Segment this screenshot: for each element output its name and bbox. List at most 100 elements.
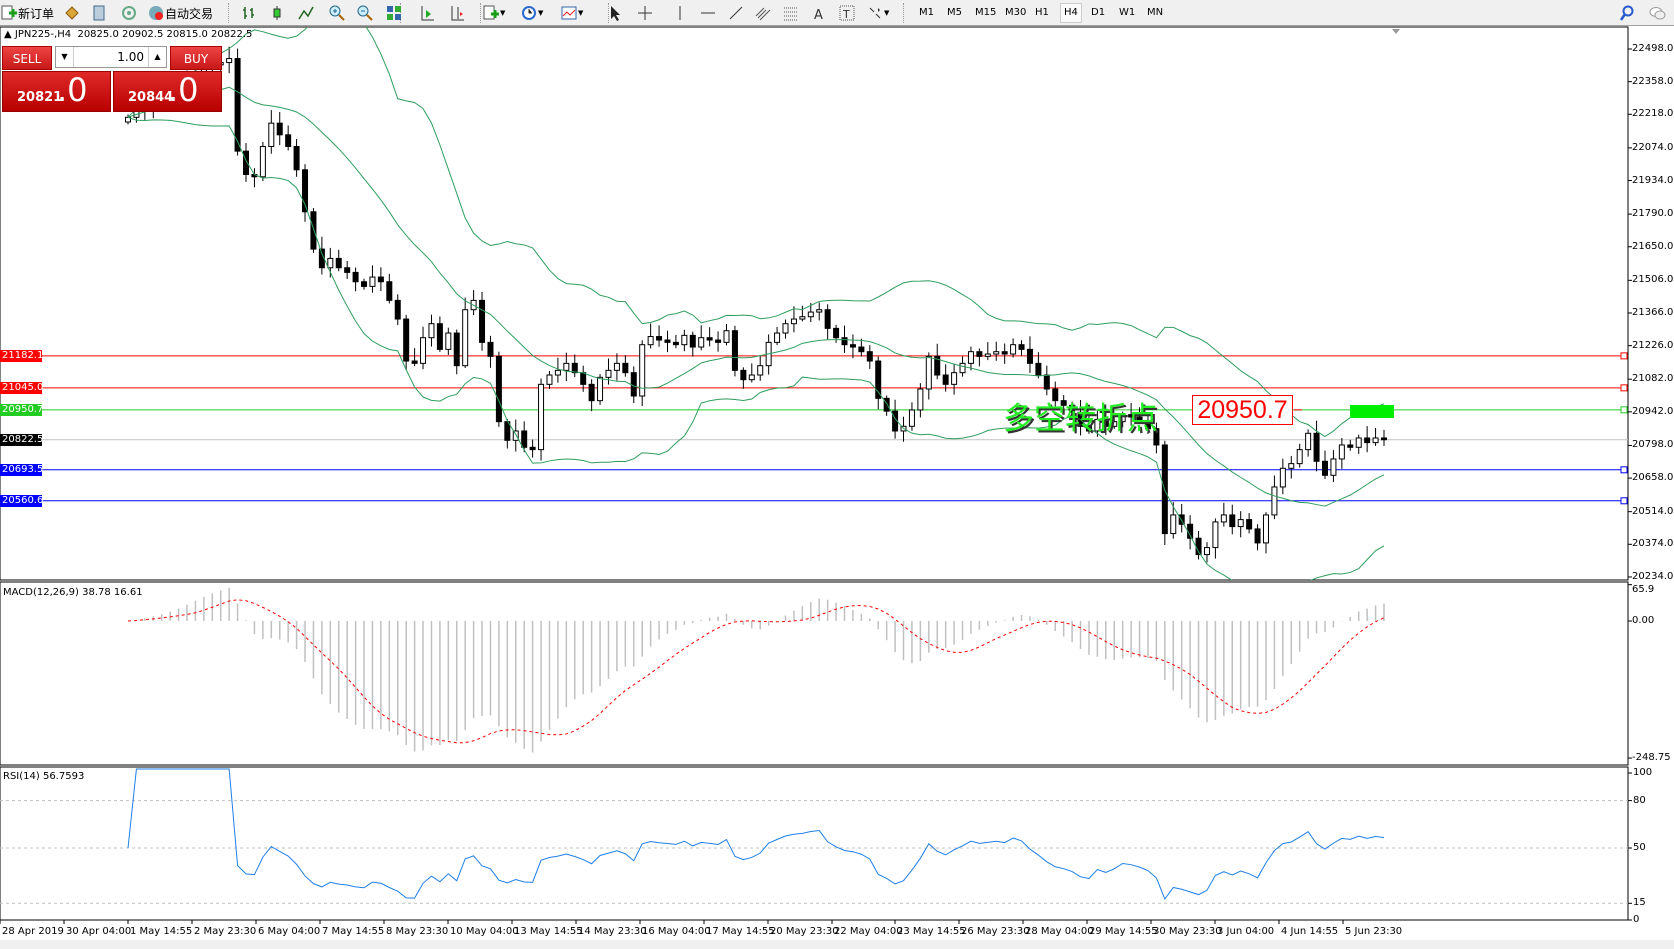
candle bbox=[462, 309, 469, 367]
candle bbox=[681, 334, 688, 346]
indicators-icon[interactable]: ▼ bbox=[482, 3, 505, 23]
candle bbox=[546, 374, 553, 385]
macd-axis-label: -248.75 bbox=[1632, 752, 1671, 764]
templates-icon[interactable]: ▼ bbox=[560, 3, 583, 23]
rsi-axis-label: 50 bbox=[1633, 842, 1646, 853]
bar-chart-icon[interactable] bbox=[240, 3, 258, 23]
periods-icon[interactable]: ▼ bbox=[520, 3, 543, 23]
candle bbox=[1330, 458, 1337, 476]
price-axis-label: 21366.0 bbox=[1632, 306, 1674, 318]
navigator-icon[interactable] bbox=[90, 3, 108, 23]
new-order-button[interactable]: 新订单 bbox=[0, 3, 54, 23]
horizontal-line-icon[interactable] bbox=[699, 3, 717, 23]
auto-scroll-icon[interactable] bbox=[418, 3, 436, 23]
line-anchor[interactable] bbox=[1620, 406, 1628, 414]
candle bbox=[875, 360, 882, 399]
candle bbox=[790, 318, 797, 325]
candle bbox=[1305, 432, 1312, 451]
candle bbox=[1178, 514, 1185, 525]
lot-size-stepper[interactable]: ▼ 1.00 ▲ bbox=[55, 46, 167, 68]
line-chart-icon[interactable] bbox=[297, 3, 315, 23]
zoom-out-icon[interactable] bbox=[356, 3, 374, 23]
buy-price-box[interactable]: 20844.0 bbox=[113, 71, 222, 112]
timeframe-w1[interactable]: W1 bbox=[1119, 7, 1136, 18]
lot-increase-button[interactable]: ▲ bbox=[148, 47, 166, 67]
cursor-icon[interactable] bbox=[606, 3, 624, 23]
timeframe-m15[interactable]: M15 bbox=[975, 7, 997, 18]
candle bbox=[1279, 467, 1286, 488]
timeframe-m30[interactable]: M30 bbox=[1005, 7, 1027, 18]
price-axis-label: 22358.0 bbox=[1632, 75, 1674, 87]
candle bbox=[1355, 437, 1362, 448]
timeframe-m5[interactable]: M5 bbox=[947, 7, 962, 18]
candle bbox=[959, 362, 966, 374]
price-axis-label: 20658.0 bbox=[1632, 472, 1674, 484]
candle bbox=[302, 169, 309, 213]
candle bbox=[1102, 418, 1109, 427]
timeframe-h4[interactable]: H4 bbox=[1060, 3, 1082, 23]
chart-shift-icon[interactable] bbox=[448, 3, 466, 23]
toolbar-separator bbox=[400, 3, 401, 23]
sell-button[interactable]: SELL bbox=[2, 46, 52, 70]
macd-label: MACD(12,26,9) 38.78 16.61 bbox=[3, 587, 143, 598]
line-anchor[interactable] bbox=[1620, 352, 1628, 360]
candle bbox=[1271, 486, 1278, 516]
auto-trading-button[interactable]: 自动交易 bbox=[147, 3, 213, 23]
candle bbox=[976, 351, 983, 357]
ask-price: 20844 bbox=[128, 90, 174, 105]
candle bbox=[824, 309, 831, 329]
annotation-text[interactable]: 多空转折点 bbox=[1003, 401, 1158, 437]
fibonacci-icon[interactable] bbox=[782, 3, 800, 23]
market-watch-icon[interactable] bbox=[63, 3, 81, 23]
annotation-price-label[interactable]: 20950.7 bbox=[1192, 395, 1293, 425]
tile-windows-icon[interactable] bbox=[385, 3, 403, 23]
chart-shift-marker[interactable] bbox=[1392, 29, 1400, 34]
crosshair-icon[interactable] bbox=[636, 3, 654, 23]
candle bbox=[1372, 437, 1379, 444]
timeframe-h1[interactable]: H1 bbox=[1035, 7, 1049, 18]
price-axis-label: 22074.0 bbox=[1632, 141, 1674, 153]
candle bbox=[689, 334, 696, 348]
timeframe-m1[interactable]: M1 bbox=[919, 7, 934, 18]
time-axis-label: 30 Apr 04:00 bbox=[66, 926, 132, 937]
text-icon[interactable]: A bbox=[810, 3, 828, 23]
lot-size-value[interactable]: 1.00 bbox=[117, 50, 144, 64]
line-anchor[interactable] bbox=[1620, 384, 1628, 392]
candle bbox=[588, 383, 595, 402]
candle bbox=[1085, 425, 1092, 432]
zoom-in-icon[interactable] bbox=[328, 3, 346, 23]
price-line-label: 20560.6 bbox=[0, 494, 44, 507]
candle bbox=[951, 372, 958, 385]
search-icon[interactable] bbox=[1618, 3, 1636, 23]
candle bbox=[706, 337, 713, 341]
buy-button[interactable]: BUY bbox=[170, 46, 222, 70]
candle bbox=[1321, 460, 1328, 476]
sell-price-box[interactable]: 20821.0 bbox=[2, 71, 111, 112]
lot-decrease-button[interactable]: ▼ bbox=[56, 47, 74, 67]
annotation-rectangle[interactable] bbox=[1350, 405, 1394, 418]
vertical-line-icon[interactable] bbox=[671, 3, 689, 23]
candle bbox=[1364, 437, 1371, 444]
price-line-label: 20693.5 bbox=[0, 463, 44, 476]
line-anchor[interactable] bbox=[1620, 466, 1628, 474]
candle bbox=[934, 355, 941, 376]
arrows-icon[interactable]: ▼ bbox=[866, 3, 889, 23]
equidistant-channel-icon[interactable] bbox=[754, 3, 772, 23]
trendline-icon[interactable] bbox=[727, 3, 745, 23]
candle bbox=[453, 332, 460, 367]
candle bbox=[883, 397, 890, 412]
text-label-icon[interactable]: T bbox=[838, 3, 856, 23]
candle bbox=[1026, 348, 1033, 364]
chat-icon[interactable] bbox=[1648, 3, 1666, 23]
candle bbox=[268, 122, 275, 147]
rsi-label: RSI(14) 56.7593 bbox=[3, 771, 85, 782]
timeframe-mn[interactable]: MN bbox=[1147, 7, 1164, 18]
candle bbox=[428, 323, 435, 339]
signals-icon[interactable] bbox=[120, 3, 138, 23]
timeframe-d1[interactable]: D1 bbox=[1091, 7, 1106, 18]
line-anchor[interactable] bbox=[1620, 497, 1628, 505]
candle bbox=[639, 344, 646, 397]
candle bbox=[1111, 421, 1118, 427]
candlestick-icon[interactable] bbox=[268, 3, 286, 23]
